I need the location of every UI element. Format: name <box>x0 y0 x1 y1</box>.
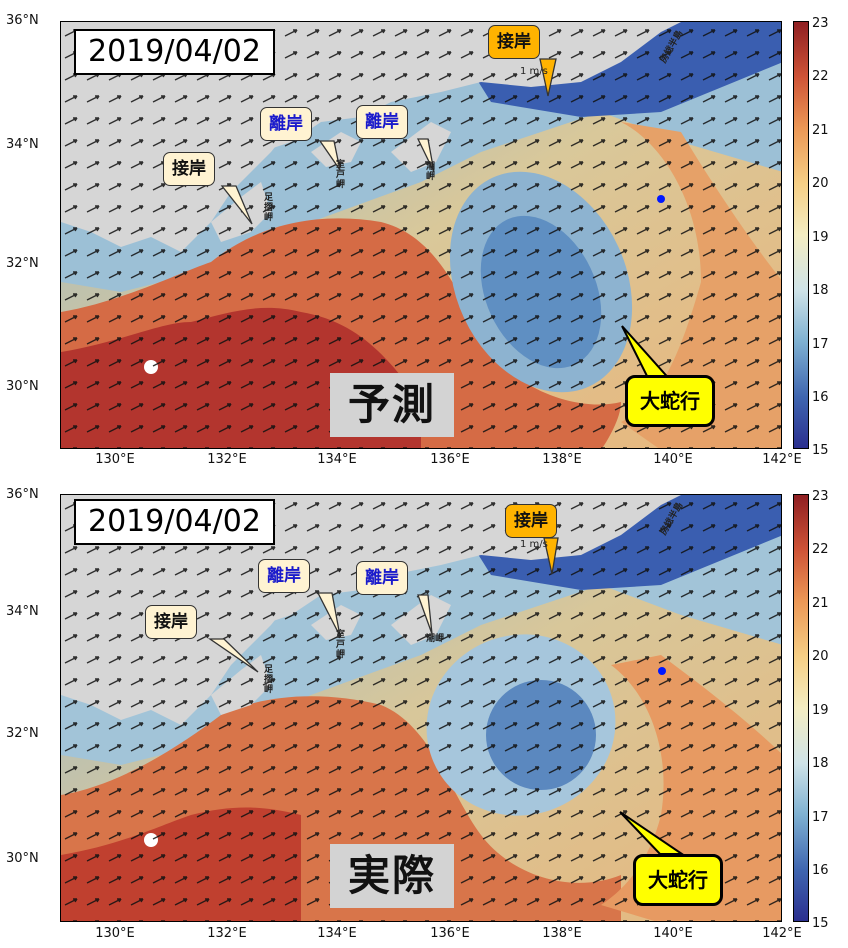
forecast-cbar-17: 17 <box>812 337 829 352</box>
forecast-date: 2019/04/02 <box>74 29 275 75</box>
forecast-ylab-34: 34°N <box>6 137 39 152</box>
forecast-cbar-15: 15 <box>812 443 829 458</box>
actual-scale: 1 m/s <box>520 539 548 550</box>
forecast-label-setsugan-east: 接岸 <box>488 25 540 59</box>
forecast-label-rigan-shionomisaki: 離岸 <box>356 105 408 139</box>
forecast-colorbar <box>793 21 809 449</box>
place-muroto-2: 室戸岬 <box>336 630 346 660</box>
actual-cbar-16: 16 <box>812 863 829 878</box>
forecast-xlab-138: 138°E <box>542 452 582 467</box>
place-shionomisaki: 潮岬 <box>426 162 436 182</box>
forecast-cbar-18: 18 <box>812 283 829 298</box>
forecast-cbar-16: 16 <box>812 390 829 405</box>
forecast-ylab-30: 30°N <box>6 379 39 394</box>
place-muroto: 室戸岬 <box>336 160 346 190</box>
forecast-cbar-23: 23 <box>812 16 829 31</box>
actual-label-setsugan-east: 接岸 <box>505 504 557 538</box>
actual-ylab-34: 34°N <box>6 604 39 619</box>
actual-xlab-140: 140°E <box>653 926 693 941</box>
actual-xlab-132: 132°E <box>207 926 247 941</box>
forecast-cbar-22: 22 <box>812 69 829 84</box>
forecast-label-setsugan-ashizuri: 接岸 <box>163 152 215 186</box>
forecast-xlab-130: 130°E <box>95 452 135 467</box>
actual-xlab-136: 136°E <box>430 926 470 941</box>
actual-cbar-19: 19 <box>812 703 829 718</box>
actual-xlab-138: 138°E <box>542 926 582 941</box>
forecast-xlab-132: 132°E <box>207 452 247 467</box>
actual-xlab-130: 130°E <box>95 926 135 941</box>
actual-date: 2019/04/02 <box>74 499 275 545</box>
forecast-xlab-136: 136°E <box>430 452 470 467</box>
forecast-xlab-134: 134°E <box>317 452 357 467</box>
forecast-cbar-20: 20 <box>812 176 829 191</box>
actual-cbar-17: 17 <box>812 810 829 825</box>
forecast-cbar-19: 19 <box>812 230 829 245</box>
actual-tag: 実際 <box>330 844 455 908</box>
forecast-xlab-140: 140°E <box>653 452 693 467</box>
forecast-scale: 1 m/s <box>520 66 548 77</box>
actual-ylab-30: 30°N <box>6 851 39 866</box>
actual-cbar-18: 18 <box>812 756 829 771</box>
actual-cbar-20: 20 <box>812 649 829 664</box>
place-shionomisaki-2: 潮岬 <box>426 634 445 644</box>
actual-cbar-22: 22 <box>812 542 829 557</box>
actual-cbar-21: 21 <box>812 596 829 611</box>
forecast-tag: 予測 <box>330 373 455 437</box>
actual-label-setsugan-ashizuri: 接岸 <box>145 605 197 639</box>
forecast-xlab-142: 142°E <box>762 452 802 467</box>
place-ashizuri: 足摺岬 <box>264 193 274 223</box>
place-ashizuri-2: 足摺岬 <box>264 665 274 695</box>
actual-cbar-23: 23 <box>812 489 829 504</box>
actual-xlab-142: 142°E <box>762 926 802 941</box>
actual-ylab-36: 36°N <box>6 487 39 502</box>
actual-label-rigan-shionomisaki: 離岸 <box>356 561 408 595</box>
forecast-label-rigan-muroto: 離岸 <box>260 107 312 141</box>
actual-panel: 2019/04/02 接岸 離岸 離岸 接岸 大蛇行 実際 足摺岬 室戸岬 潮岬… <box>0 474 848 948</box>
forecast-label-daidakou: 大蛇行 <box>625 375 715 427</box>
forecast-panel: 2019/04/02 接岸 離岸 離岸 接岸 大蛇行 予測 足摺岬 室戸岬 潮岬… <box>6 13 829 467</box>
actual-label-daidakou: 大蛇行 <box>633 854 723 906</box>
actual-ylab-32: 32°N <box>6 726 39 741</box>
actual-cbar-15: 15 <box>812 916 829 931</box>
forecast-cbar-21: 21 <box>812 123 829 138</box>
actual-colorbar <box>793 494 809 922</box>
actual-xlab-134: 134°E <box>317 926 357 941</box>
forecast-ylab-32: 32°N <box>6 256 39 271</box>
forecast-ylab-36: 36°N <box>6 13 39 28</box>
actual-label-rigan-muroto: 離岸 <box>258 559 310 593</box>
